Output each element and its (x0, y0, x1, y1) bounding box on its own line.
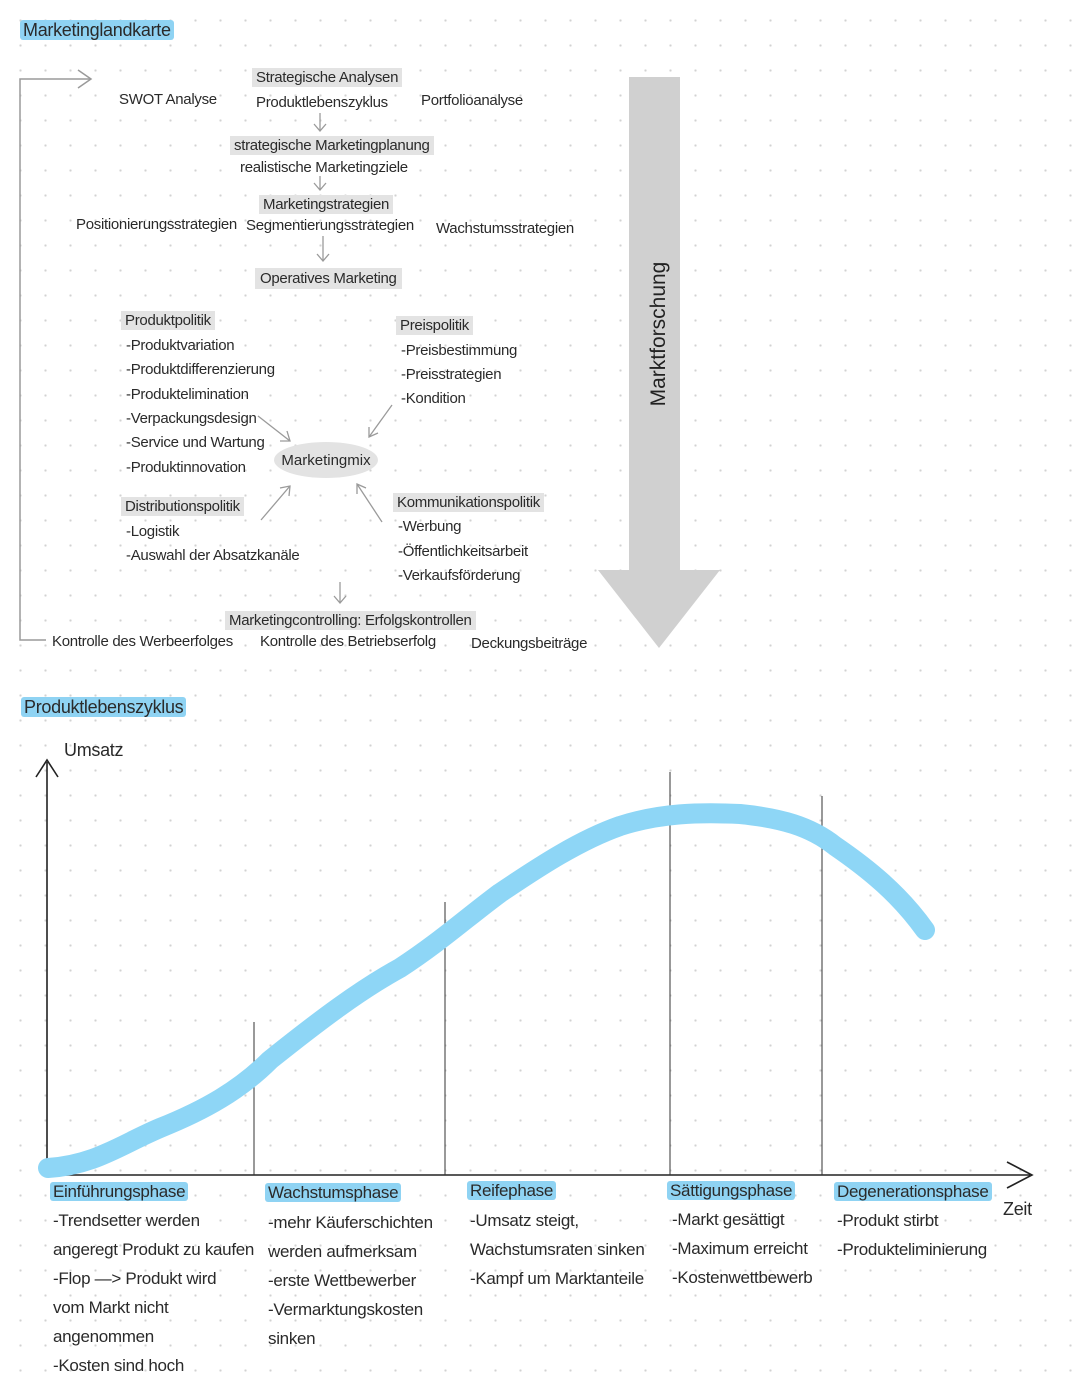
market-research-arrow-head (598, 570, 720, 648)
distribution-policy-item: -Logistik (126, 523, 180, 540)
phase-growth-title: Wachstumsphase (265, 1182, 402, 1204)
phase-maturity-text: -Umsatz steigt, Wachstumsraten sinken -K… (470, 1211, 645, 1288)
product-policy-item: -Produktvariation (126, 337, 235, 354)
price-policy-item: -Preisbestimmung (401, 342, 518, 359)
product-policy-item: -Produktinnovation (126, 459, 246, 476)
product-policy-item: -Produktdifferenzierung (126, 361, 275, 378)
y-axis-arrow-icon (35, 758, 59, 778)
positioning-label: Positionierungsstrategien (76, 216, 237, 233)
marketing-mix-ellipse: Marketingmix (274, 442, 378, 478)
plc-title: Produktlebenszyklus (21, 696, 187, 718)
contribution-label: Deckungsbeiträge (471, 635, 588, 652)
phase-introduction-title: Einführungsphase (50, 1181, 189, 1203)
product-policy-item: -Produktelimination (126, 386, 249, 403)
price-policy-title: Preispolitik (396, 316, 473, 335)
growth-label: Wachstumsstrategien (436, 220, 574, 237)
ad-control-label: Kontrolle des Werbeerfolges (52, 633, 233, 650)
market-research-arrow-shaft (629, 77, 680, 592)
controlling-box: Marketingcontrolling: Erfolgskontrollen (225, 611, 476, 630)
communication-policy-item: -Verkaufsförderung (398, 567, 521, 584)
marketing-strategies-box: Marketingstrategien (259, 195, 394, 214)
map-title: Marketinglandkarte (20, 19, 174, 41)
x-axis-arrow-icon (1006, 1161, 1034, 1189)
phase-decline-text: -Produkt stirbt -Produkteliminierung (837, 1211, 987, 1259)
communication-policy-item: -Werbung (398, 518, 462, 535)
price-policy-item: -Preisstrategien (401, 366, 502, 383)
realistic-goals-label: realistische Marketingziele (240, 159, 408, 176)
swot-label: SWOT Analyse (119, 91, 217, 108)
phase-saturation-title: Sättigungsphase (667, 1180, 796, 1202)
distribution-policy-item: -Auswahl der Absatzkanäle (126, 547, 300, 564)
segmentation-label: Segmentierungsstrategien (246, 217, 414, 234)
phase-decline-title: Degenerationsphase (834, 1181, 992, 1203)
communication-policy-title: Kommunikationspolitik (393, 493, 544, 512)
phase-introduction-text: -Trendsetter werden angeregt Produkt zu … (53, 1211, 255, 1375)
plc-label: Produktlebenszyklus (256, 94, 388, 111)
strategic-planning-box: strategische Marketingplanung (230, 136, 434, 155)
y-axis-label: Umsatz (64, 740, 124, 760)
marketing-mix-label: Marketingmix (281, 451, 371, 469)
price-policy-item: -Kondition (401, 390, 466, 407)
sales-curve (38, 803, 935, 1178)
portfolio-label: Portfolioanalyse (421, 92, 523, 109)
x-axis-label: Zeit (1003, 1199, 1032, 1219)
phase-maturity-title: Reifephase (467, 1180, 557, 1202)
product-policy-item: -Verpackungsdesign (126, 410, 257, 427)
operative-marketing-box: Operatives Marketing (255, 268, 402, 289)
phase-saturation-text: -Markt gesättigt -Maximum erreicht -Kost… (672, 1210, 813, 1287)
phase-growth-text: -mehr Käuferschichten werden aufmerksam … (268, 1213, 433, 1348)
feedback-loop-line (19, 78, 90, 641)
distribution-policy-title: Distributionspolitik (121, 497, 244, 516)
product-policy-item: -Service und Wartung (126, 434, 265, 451)
product-policy-title: Produktpolitik (121, 311, 215, 330)
strategic-analyses-box: Strategische Analysen (252, 68, 403, 87)
communication-policy-item: -Öffentlichkeitsarbeit (398, 543, 528, 560)
business-control-label: Kontrolle des Betriebserfolg (260, 633, 436, 650)
feedback-arrow-head (77, 69, 93, 89)
